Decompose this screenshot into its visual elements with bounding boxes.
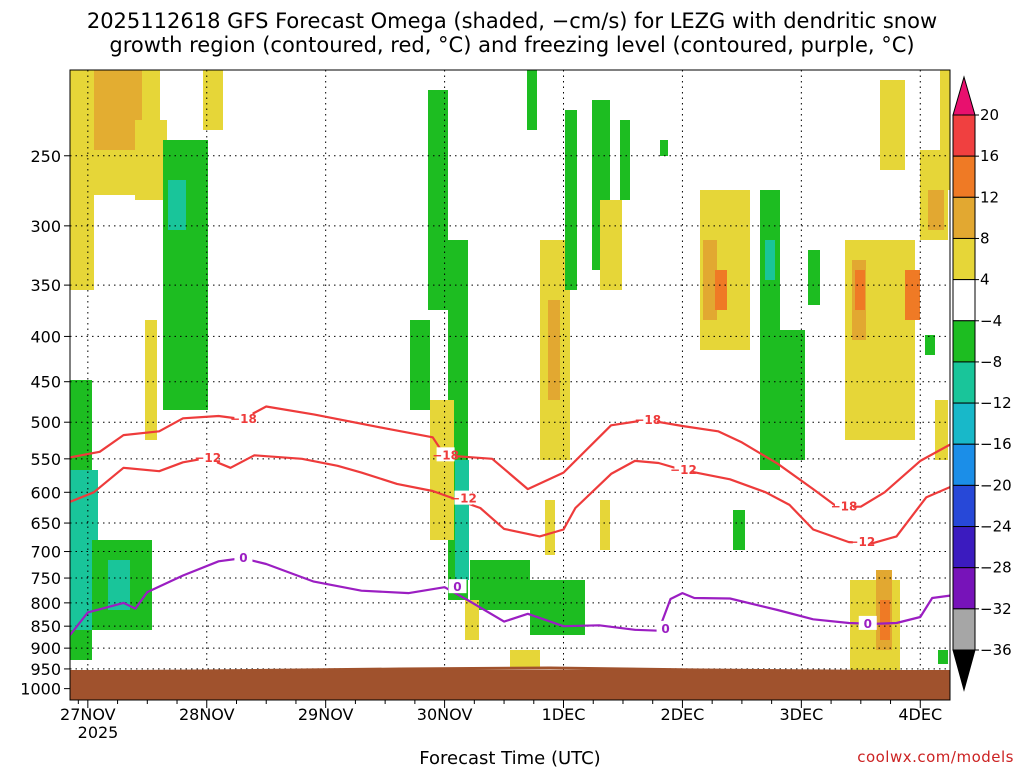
y-tick-label: 250 [30, 147, 61, 166]
contour-label: −18 [634, 413, 661, 427]
chart-title-line2: growth region (contoured, red, °C) and f… [109, 33, 914, 57]
y-tick-label: 650 [30, 514, 61, 533]
y-tick-label: 450 [30, 373, 61, 392]
colorbar-segment [952, 155, 976, 198]
colorbar-top-arrow [952, 75, 976, 116]
x-axis-year-label: 2025 [78, 723, 119, 742]
contour-label: −18 [831, 500, 858, 514]
colorbar-segment [952, 196, 976, 239]
colorbar-label: −32 [980, 600, 1012, 618]
y-tick-label: 900 [30, 639, 61, 658]
contour-line-0 [70, 557, 950, 636]
x-tick-label: 1DEC [542, 705, 586, 724]
colorbar: 20 16 12 8 4 −4 −8 −12 −16 −20 −24 −28 −32 −36 [952, 75, 1012, 692]
credit-text: coolwx.com/models [857, 748, 1014, 766]
terrain-edge [69, 666, 951, 674]
y-tick-label: 600 [30, 483, 61, 502]
colorbar-segment [952, 320, 976, 363]
colorbar-segment [952, 361, 976, 404]
y-tick-label: 700 [30, 543, 61, 562]
omega-shading [70, 70, 950, 670]
colorbar-segment [952, 237, 976, 281]
plot-frame [69, 69, 951, 701]
y-tick-label: 750 [30, 569, 61, 588]
colorbar-label: 8 [980, 229, 990, 247]
colorbar-label: −28 [980, 559, 1012, 577]
x-tick-label: 29NOV [298, 705, 354, 724]
contour-label: −12 [450, 492, 477, 506]
colorbar-label: −16 [980, 435, 1012, 453]
colorbar-label: 20 [980, 106, 999, 124]
terrain-band [70, 670, 950, 700]
contour-label-bg [234, 550, 253, 565]
x-tick-label: 3DEC [779, 705, 823, 724]
contour-label-bg [858, 615, 877, 630]
contour-label-bg [638, 411, 657, 426]
colorbar-segment [952, 402, 976, 445]
colorbar-label: −12 [980, 394, 1012, 412]
x-tick-label: 28NOV [179, 705, 235, 724]
colorbar-label: 12 [980, 188, 999, 206]
contour-label: 0 [453, 580, 461, 594]
contour-label-bg [436, 447, 455, 462]
colorbar-label: 16 [980, 147, 999, 165]
contour-label-bg [198, 450, 217, 465]
plot-area: −18 −18 −18 −18 −12 −12 −12 −12 0 0 0 0 [69, 69, 951, 701]
colorbar-label: −36 [980, 641, 1012, 659]
colorbar-label: −8 [980, 353, 1002, 371]
y-tick-label: 350 [30, 276, 61, 295]
contour-label-bg [234, 411, 253, 426]
x-tick-label: 4DEC [898, 705, 942, 724]
colorbar-segment [952, 567, 976, 610]
contour-label-bg [834, 498, 853, 513]
contour-label: 0 [864, 617, 872, 631]
contour-line-minus18 [70, 405, 950, 508]
x-tick-label: 27NOV [60, 705, 116, 724]
y-tick-label: 550 [30, 450, 61, 469]
y-tick-label: 800 [30, 594, 61, 613]
x-tick-label: 2DEC [661, 705, 705, 724]
contour-label-bg [852, 534, 871, 549]
contour-label-bg [454, 490, 473, 505]
y-axis-ticks: 250 300 350 400 450 500 550 600 650 700 750 800 850 9… [20, 147, 70, 699]
x-tick-label: 30NOV [417, 705, 473, 724]
contour-label: 0 [661, 622, 669, 636]
contour-label-bg [448, 579, 467, 594]
y-tick-label: 400 [30, 327, 61, 346]
contour-label: −12 [848, 535, 875, 549]
contour-lines: −18 −18 −18 −18 −12 −12 −12 −12 0 0 0 0 [70, 405, 950, 636]
y-tick-label: 950 [30, 660, 61, 679]
colorbar-segment [952, 526, 976, 569]
contour-label: −18 [230, 412, 257, 426]
x-axis-title: Forecast Time (UTC) [419, 748, 600, 768]
contour-label-bg [656, 620, 675, 635]
colorbar-segment [952, 484, 976, 528]
colorbar-label: −4 [980, 312, 1002, 330]
contour-label: 0 [239, 551, 247, 565]
x-axis-ticks: 27NOV 28NOV 29NOV 30NOV 1DEC 2DEC 3DEC 4DEC [60, 700, 942, 724]
y-tick-label: 1000 [20, 680, 61, 699]
y-tick-label: 850 [30, 617, 61, 636]
colorbar-segment [952, 114, 976, 157]
y-tick-label: 500 [30, 413, 61, 432]
colorbar-label: −20 [980, 476, 1012, 494]
colorbar-label: 4 [980, 271, 990, 289]
contour-label: −12 [194, 451, 221, 465]
contour-label: −12 [670, 463, 697, 477]
contour-label-bg [674, 461, 693, 476]
colorbar-label: −24 [980, 518, 1012, 536]
colorbar-segment [952, 279, 976, 322]
colorbar-segment [952, 608, 976, 651]
y-tick-label: 300 [30, 217, 61, 236]
contour-label: −18 [432, 448, 459, 462]
colorbar-segment [952, 443, 976, 486]
chart-title-line1: 2025112618 GFS Forecast Omega (shaded, −… [87, 9, 937, 33]
colorbar-bottom-arrow [952, 649, 976, 692]
